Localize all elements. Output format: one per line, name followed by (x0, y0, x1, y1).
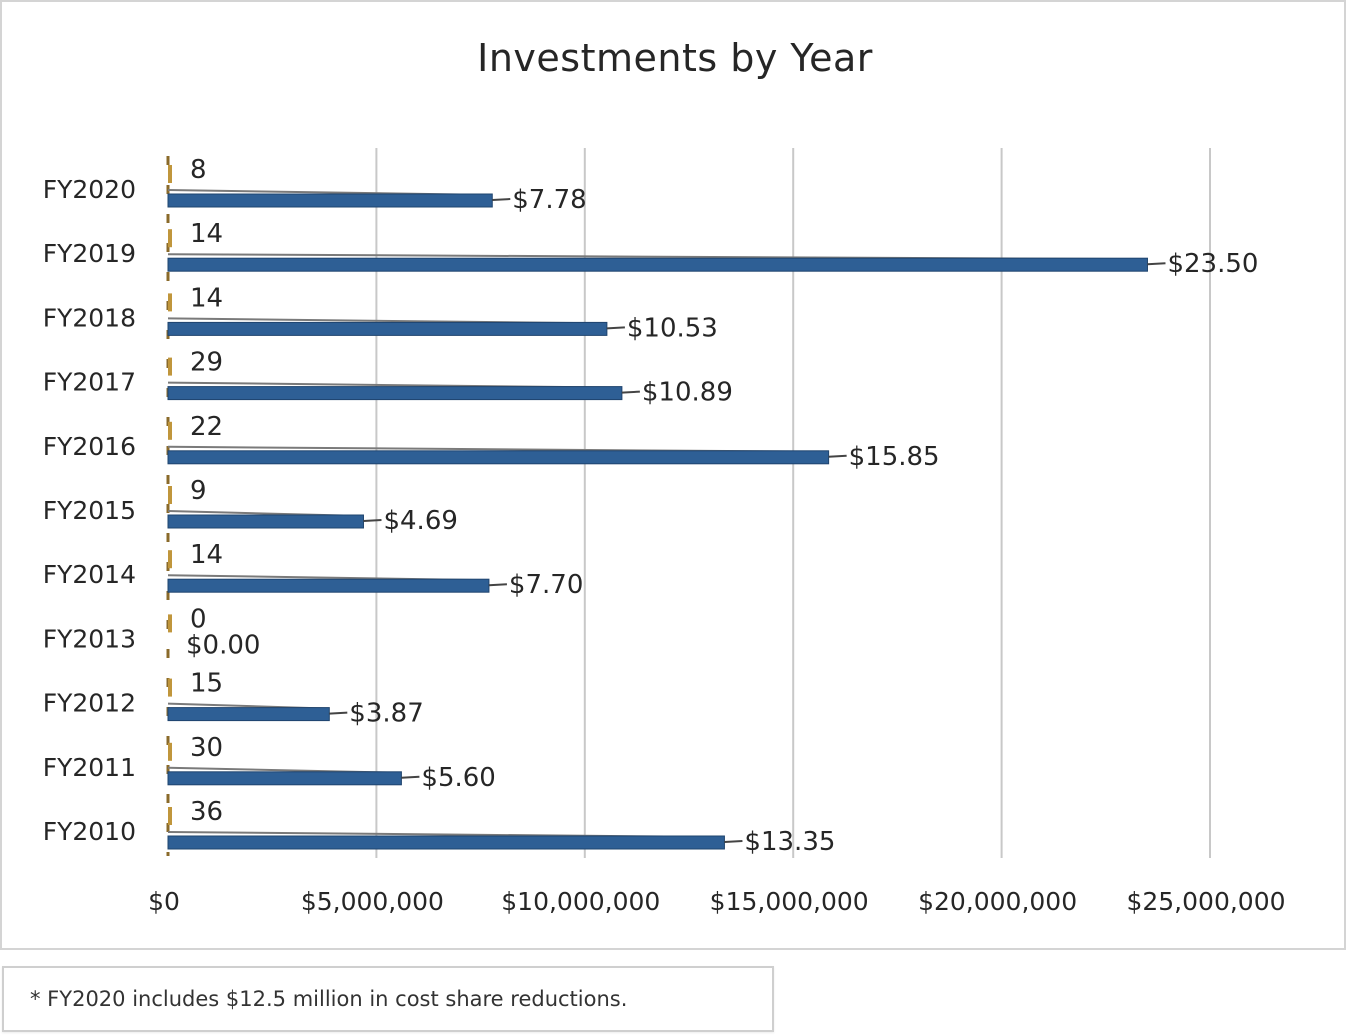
label-leader (828, 454, 847, 458)
investment-data-label: $10.53 (627, 313, 718, 343)
labels: $0 $5,000,000 $10,000,000 $15,000,000 $20,00… (43, 155, 1286, 916)
category-label: FY2015 (43, 496, 136, 525)
count-bar (168, 807, 172, 825)
category-label: FY2010 (43, 817, 136, 846)
category-label: FY2016 (43, 432, 136, 461)
investment-bar (167, 193, 493, 208)
investment-bar (167, 835, 725, 850)
investment-data-label: $13.35 (744, 827, 835, 857)
investment-bar (167, 257, 1148, 272)
category-label: FY2019 (43, 239, 136, 268)
count-data-label: 15 (190, 669, 223, 699)
investment-bar (167, 514, 364, 529)
x-tick-label: $25,000,000 (1126, 887, 1285, 916)
investment-bar (167, 386, 623, 401)
x-tick-label: $5,000,000 (301, 887, 444, 916)
chart-frame (0, 0, 1346, 950)
category-label: FY2017 (43, 368, 136, 397)
x-tick-label: $0 (148, 887, 180, 916)
label-leader (1147, 262, 1166, 266)
investment-bar (167, 578, 490, 593)
label-leader (401, 775, 420, 779)
count-data-label: 14 (190, 283, 223, 313)
count-bar (168, 165, 172, 183)
investment-data-label: $23.50 (1167, 249, 1258, 279)
count-data-label: 9 (190, 476, 207, 506)
count-data-label: 36 (190, 797, 223, 827)
count-bar (168, 614, 172, 633)
footnote-text: * FY2020 includes $12.5 million in cost … (30, 987, 628, 1011)
category-label: FY2014 (43, 560, 136, 589)
investment-data-label: $15.85 (849, 442, 940, 472)
footnote-box: * FY2020 includes $12.5 million in cost … (2, 966, 774, 1032)
investment-data-label: $7.78 (512, 185, 586, 215)
count-bar (168, 357, 172, 376)
count-bar (168, 678, 172, 697)
investment-data-label: $7.70 (509, 570, 583, 600)
count-bar (168, 421, 172, 440)
label-leader (621, 390, 640, 394)
count-bar (168, 742, 172, 761)
label-leader (329, 711, 348, 715)
investment-data-label: $10.89 (642, 378, 733, 408)
count-data-label: 14 (190, 540, 223, 570)
investment-bar (167, 450, 830, 465)
category-label: FY2013 (43, 624, 136, 653)
investment-data-label: $4.69 (383, 506, 457, 536)
x-tick-label: $15,000,000 (710, 887, 869, 916)
category-label: FY2011 (43, 753, 136, 782)
label-leader (488, 583, 507, 587)
count-bar (168, 486, 172, 504)
label-leader (492, 198, 511, 201)
chart-title: Investments by Year (477, 36, 873, 80)
x-tick-label: $20,000,000 (918, 887, 1077, 916)
category-label: FY2012 (43, 689, 136, 718)
count-bar (168, 550, 172, 569)
category-label: FY2020 (43, 175, 136, 204)
count-data-label: 14 (190, 219, 223, 249)
investment-data-label: $3.87 (349, 699, 423, 729)
investment-bar (167, 771, 402, 786)
count-bar (168, 293, 172, 312)
count-bar (168, 229, 172, 248)
investment-data-label: $0.00 (186, 630, 260, 660)
investment-bar (167, 321, 608, 336)
bars (167, 165, 1166, 850)
label-leader (606, 326, 625, 330)
category-label: FY2018 (43, 303, 136, 332)
count-data-label: 22 (190, 412, 223, 442)
count-data-label: 0 (190, 604, 207, 634)
count-data-label: 30 (190, 733, 223, 763)
count-data-label: 8 (190, 155, 207, 185)
investment-bar (167, 707, 330, 722)
label-leader (724, 840, 743, 843)
count-data-label: 29 (190, 348, 223, 378)
label-leader (363, 519, 382, 522)
investment-data-label: $5.60 (421, 763, 495, 793)
bar-chart: $0 $5,000,000 $10,000,000 $15,000,000 $20,00… (43, 148, 1286, 916)
x-tick-label: $10,000,000 (501, 887, 660, 916)
